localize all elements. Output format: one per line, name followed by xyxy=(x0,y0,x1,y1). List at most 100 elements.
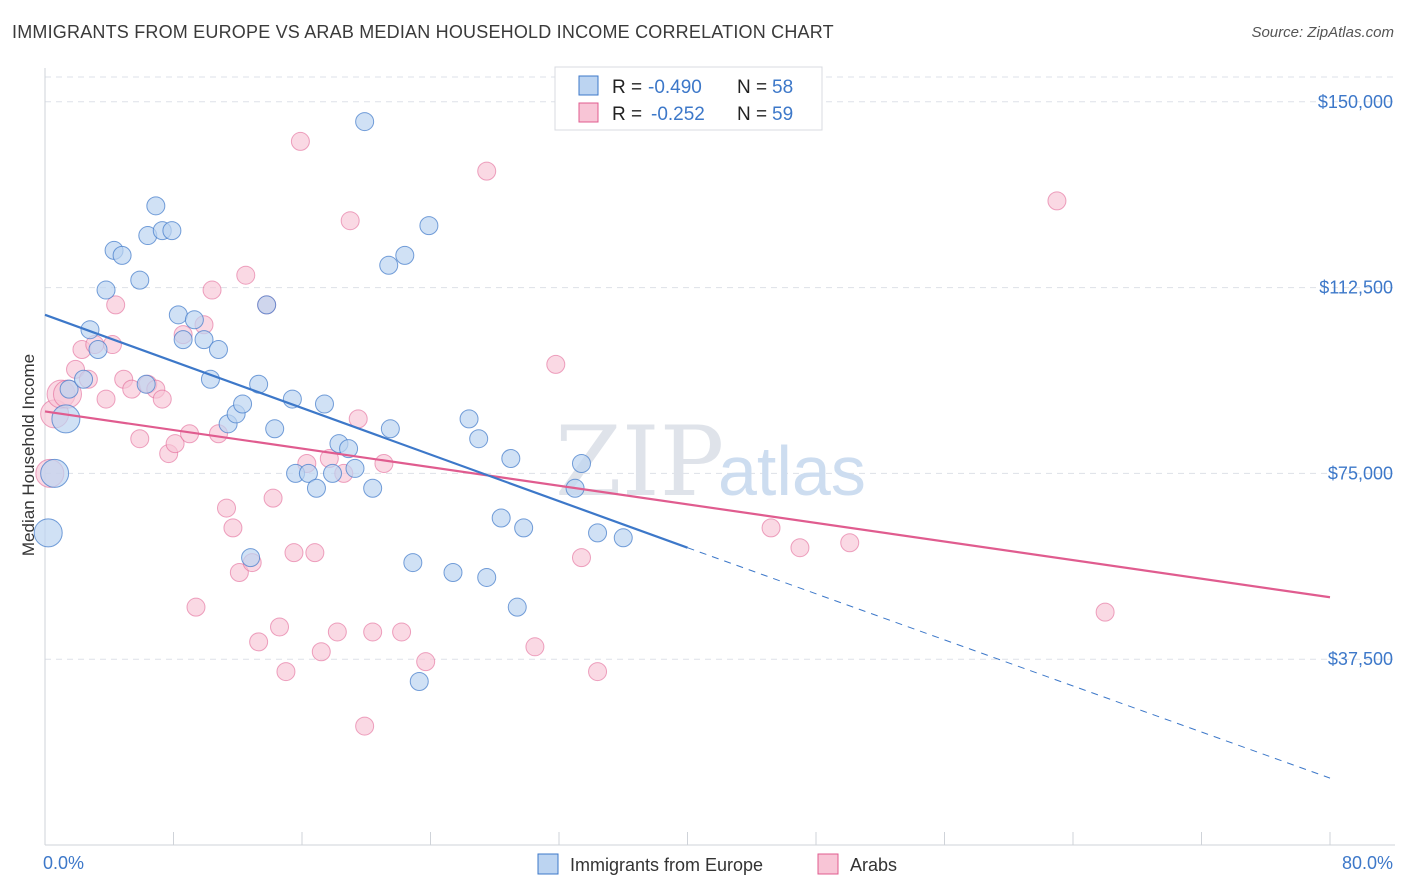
europe-point xyxy=(33,518,63,548)
europe-point xyxy=(88,340,108,360)
arabs-point xyxy=(840,533,860,553)
europe-point xyxy=(355,112,375,132)
europe-point xyxy=(380,419,400,439)
legend-swatch-pink xyxy=(578,102,599,123)
legend-r-label-pink: R = xyxy=(612,104,642,125)
arabs-point xyxy=(223,518,243,538)
europe-point xyxy=(459,409,479,429)
europe-point xyxy=(80,320,100,340)
trend-lines xyxy=(44,313,1331,779)
europe-point xyxy=(59,379,79,399)
europe-point xyxy=(112,245,132,265)
arabs-point xyxy=(130,429,150,449)
arabs-point xyxy=(152,389,172,409)
europe-point xyxy=(443,562,463,582)
europe-point xyxy=(314,394,334,414)
europe-point xyxy=(184,310,204,330)
europe-point xyxy=(395,245,415,265)
europe-point xyxy=(136,374,156,394)
europe-point xyxy=(40,458,70,488)
arabs-point xyxy=(525,637,545,657)
europe-point xyxy=(363,478,383,498)
legend-box xyxy=(554,66,823,131)
legend-n-label-blue: N = xyxy=(737,77,767,98)
arabs-point xyxy=(305,543,325,563)
europe-point xyxy=(241,548,261,568)
arabs-point xyxy=(355,716,375,736)
arabs-point xyxy=(571,548,591,568)
arabs-point xyxy=(1047,191,1067,211)
arabs-point xyxy=(270,617,290,637)
y-tick-label: $75,000 xyxy=(1328,463,1393,483)
arabs-point xyxy=(165,434,185,454)
arabs-point xyxy=(186,597,206,617)
europe-point xyxy=(194,330,214,350)
europe-point xyxy=(571,453,591,473)
europe-point xyxy=(613,528,633,548)
europe-point xyxy=(345,458,365,478)
europe-point xyxy=(162,221,182,241)
series-legend-swatch-arabs xyxy=(817,853,839,875)
europe-point xyxy=(257,295,277,315)
arabs-point xyxy=(229,562,249,582)
y-tick-labels: $37,500 $75,000 $112,500 $150,000 xyxy=(1318,92,1393,669)
europe-point xyxy=(146,196,166,216)
europe-point xyxy=(323,463,343,483)
arabs-point xyxy=(363,622,383,642)
europe-point xyxy=(514,518,534,538)
arabs-point xyxy=(588,662,608,682)
arabs-trend-line xyxy=(44,410,1331,599)
europe-point xyxy=(507,597,527,617)
arabs-point xyxy=(249,632,269,652)
arabs-point xyxy=(327,622,347,642)
arabs-point xyxy=(96,389,116,409)
europe-point xyxy=(51,404,81,434)
chart-title: IMMIGRANTS FROM EUROPE VS ARAB MEDIAN HO… xyxy=(12,22,834,42)
arabs-point xyxy=(290,131,310,151)
x-tick-label-max: 80.0% xyxy=(1342,853,1393,873)
europe-point xyxy=(403,553,423,573)
series-legend-swatch-europe xyxy=(537,853,559,875)
x-tick-labels: 0.0% 80.0% xyxy=(43,853,1393,873)
arabs-point xyxy=(217,498,237,518)
legend-r-label-blue: R = xyxy=(612,77,642,98)
europe-points xyxy=(33,112,633,691)
europe-point xyxy=(491,508,511,528)
series-legend-label-arabs: Arabs xyxy=(850,855,897,875)
y-axis-title: Median Household Income xyxy=(19,354,38,556)
series-legend: Immigrants from Europe Arabs xyxy=(537,853,897,875)
legend-r-value-pink: -0.252 xyxy=(651,104,705,125)
arabs-point xyxy=(202,280,222,300)
europe-point xyxy=(208,340,228,360)
arabs-point xyxy=(340,211,360,231)
arabs-point xyxy=(236,265,256,285)
europe-point xyxy=(469,429,489,449)
watermark: ZIP atlas xyxy=(555,406,866,518)
arabs-point xyxy=(416,652,436,672)
correlation-legend: R = -0.490 N = 58 R = -0.252 N = 59 xyxy=(554,66,823,131)
legend-n-value-pink: 59 xyxy=(772,104,793,125)
y-tick-label: $112,500 xyxy=(1319,278,1393,298)
arabs-point xyxy=(374,453,394,473)
series-legend-label-europe: Immigrants from Europe xyxy=(570,855,763,875)
europe-point xyxy=(233,394,253,414)
europe-point xyxy=(306,478,326,498)
arabs-point xyxy=(790,538,810,558)
europe-point xyxy=(200,369,220,389)
europe-point xyxy=(419,216,439,236)
arabs-point xyxy=(284,543,304,563)
europe-point xyxy=(298,463,318,483)
europe-point xyxy=(173,330,193,350)
europe-trend-line xyxy=(44,313,688,549)
europe-trend-extension xyxy=(687,547,1331,779)
europe-point xyxy=(588,523,608,543)
legend-n-value-blue: 58 xyxy=(772,77,793,98)
europe-point xyxy=(265,419,285,439)
europe-point xyxy=(74,369,94,389)
arabs-point xyxy=(392,622,412,642)
europe-point xyxy=(96,280,116,300)
europe-point xyxy=(379,255,399,275)
watermark-atlas: atlas xyxy=(718,432,866,510)
arabs-point xyxy=(263,488,283,508)
